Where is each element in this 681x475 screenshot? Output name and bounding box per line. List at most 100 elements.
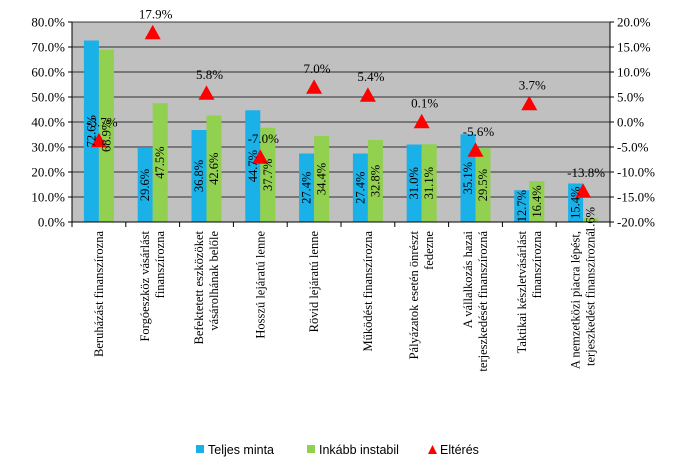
legend: Teljes minta Inkább instabil Eltérés <box>196 443 479 457</box>
marker-label-elteres: 5.8% <box>196 67 223 82</box>
left-tick-label: 20.0% <box>31 165 65 180</box>
category-label: Pályázatok esetén önrészt <box>407 230 421 359</box>
left-tick-label: 0.0% <box>38 215 65 230</box>
legend-inkabb-instabil-label: Inkább instabil <box>319 443 399 457</box>
marker-elteres <box>252 149 269 164</box>
left-tick-label: 80.0% <box>31 15 65 30</box>
category-label: vásárolhának belőle <box>207 231 221 331</box>
bar-inkabb-instabil <box>421 144 437 222</box>
category-label: finanszírozna <box>530 231 544 299</box>
bar-label-inkabb-instabil: 47.5% <box>153 146 167 178</box>
marker-elteres <box>359 87 376 102</box>
bar-label-teljes-minta: 27.4% <box>300 172 314 204</box>
marker-elteres <box>198 85 215 100</box>
marker-label-elteres: 3.7% <box>519 78 546 93</box>
bar-teljes-minta <box>245 110 261 222</box>
category-label: Hosszú lejáratú lenne <box>253 231 267 339</box>
category-label: finanszírozna <box>153 231 167 299</box>
marker-elteres <box>467 142 484 157</box>
right-tick-label: -10.0% <box>617 165 655 180</box>
legend-elteres-swatch <box>428 445 437 454</box>
marker-label-elteres: -13.8% <box>567 165 605 180</box>
bar-teljes-minta <box>83 40 99 222</box>
right-tick-label: 20.0% <box>617 15 651 30</box>
bar-label-teljes-minta: 35.1% <box>461 162 475 194</box>
marker-elteres <box>521 95 538 111</box>
marker-label-elteres: -5.6% <box>463 124 495 139</box>
bar-inkabb-instabil <box>206 115 222 222</box>
bar-inkabb-instabil <box>583 218 599 222</box>
bar-label-inkabb-instabil: 32.8% <box>368 165 382 197</box>
bar-label-inkabb-instabil: 68.9% <box>99 120 113 152</box>
legend-teljes-minta-label: Teljes minta <box>208 443 274 457</box>
bar-label-inkabb-instabil: 1.6% <box>584 207 598 233</box>
bar-teljes-minta <box>352 153 368 222</box>
bar-inkabb-instabil <box>314 136 330 222</box>
bar-inkabb-instabil <box>475 148 491 222</box>
bar-inkabb-instabil <box>260 127 276 222</box>
bar-teljes-minta <box>299 153 315 222</box>
category-label: Forgóeszköz vásárlást <box>138 230 152 341</box>
category-label: Rövid lejáratú lenne <box>307 231 321 333</box>
bar-teljes-minta <box>514 190 530 222</box>
marker-elteres <box>144 24 161 40</box>
bar-teljes-minta <box>137 148 153 222</box>
left-tick-label: 40.0% <box>31 115 65 130</box>
bar-inkabb-instabil <box>152 103 168 222</box>
legend-teljes-minta-swatch <box>196 445 204 453</box>
bar-label-teljes-minta: 12.7% <box>515 190 529 222</box>
bar-inkabb-instabil <box>529 181 545 222</box>
right-tick-label: 10.0% <box>617 65 651 80</box>
marker-label-elteres: 0.1% <box>411 96 438 111</box>
left-tick-label: 50.0% <box>31 90 65 105</box>
category-label: Beruházást finanszírozna <box>92 231 106 357</box>
bar-label-teljes-minta: 27.4% <box>353 172 367 204</box>
category-label: Taktikai készletvásárlást <box>515 230 529 353</box>
bar-label-inkabb-instabil: 37.7% <box>261 159 275 191</box>
category-label: Működést finanszírozna <box>361 231 375 352</box>
right-tick-label: 15.0% <box>617 40 651 55</box>
marker-elteres <box>90 132 107 148</box>
data-labels: 72.6% 68.9%-3.7% 29.6%47.5% 17.9% 36.8% 42.6%… <box>84 7 605 234</box>
bar-label-teljes-minta: 72.6% <box>84 115 98 147</box>
left-tick-label: 10.0% <box>31 190 65 205</box>
right-tick-label: 5.0% <box>617 90 644 105</box>
bar-label-inkabb-instabil: 42.6% <box>207 153 221 185</box>
legend-elteres-label: Eltérés <box>440 443 479 457</box>
left-tick-label: 60.0% <box>31 65 65 80</box>
category-label: A nemzetközi piacra lépést, <box>569 231 583 369</box>
marker-label-elteres: 7.0% <box>304 61 331 76</box>
marker-label-elteres: -7.0% <box>248 131 280 146</box>
bar-label-teljes-minta: 36.8% <box>192 160 206 192</box>
marker-label-elteres: -3.7% <box>86 115 118 130</box>
bar-label-teljes-minta: 31.0% <box>407 167 421 199</box>
bar-label-inkabb-instabil: 34.4% <box>315 163 329 195</box>
bar-label-teljes-minta: 29.6% <box>138 169 152 201</box>
right-tick-label: 0.0% <box>617 115 644 130</box>
right-tick-label: -20.0% <box>617 215 655 230</box>
axes: 0.0% 10.0% 20.0% 30.0% 40.0% 50.0% 60.0% 70.0% 8… <box>31 15 655 230</box>
bars <box>83 40 599 222</box>
category-label: A vállalkozás hazai <box>461 230 475 328</box>
marker-elteres <box>413 113 430 129</box>
bar-teljes-minta <box>406 144 422 222</box>
bar-label-teljes-minta: 44.7% <box>246 150 260 182</box>
category-labels: Beruházást finanszírozna Forgóeszköz vásá… <box>92 230 598 371</box>
bar-label-inkabb-instabil: 16.4% <box>530 185 544 217</box>
marker-label-elteres: 17.9% <box>139 7 173 22</box>
bar-inkabb-instabil <box>98 49 114 222</box>
category-label: terjeszkedését finanszírozná <box>476 231 490 372</box>
right-tick-label: -5.0% <box>617 140 649 155</box>
bar-label-teljes-minta: 15.4% <box>569 187 583 219</box>
category-label: terjeszkedést finanszírozná <box>584 231 598 366</box>
bar-inkabb-instabil <box>367 140 383 222</box>
marker-label-elteres: 5.4% <box>357 69 384 84</box>
category-label: Befektetett eszközöket <box>192 230 206 344</box>
bar-teljes-minta <box>191 130 207 222</box>
legend-inkabb-instabil-swatch <box>307 445 315 453</box>
marker-elteres <box>306 79 323 94</box>
left-tick-label: 30.0% <box>31 140 65 155</box>
category-label: fedezne <box>422 231 436 270</box>
bar-label-inkabb-instabil: 29.5% <box>476 169 490 201</box>
